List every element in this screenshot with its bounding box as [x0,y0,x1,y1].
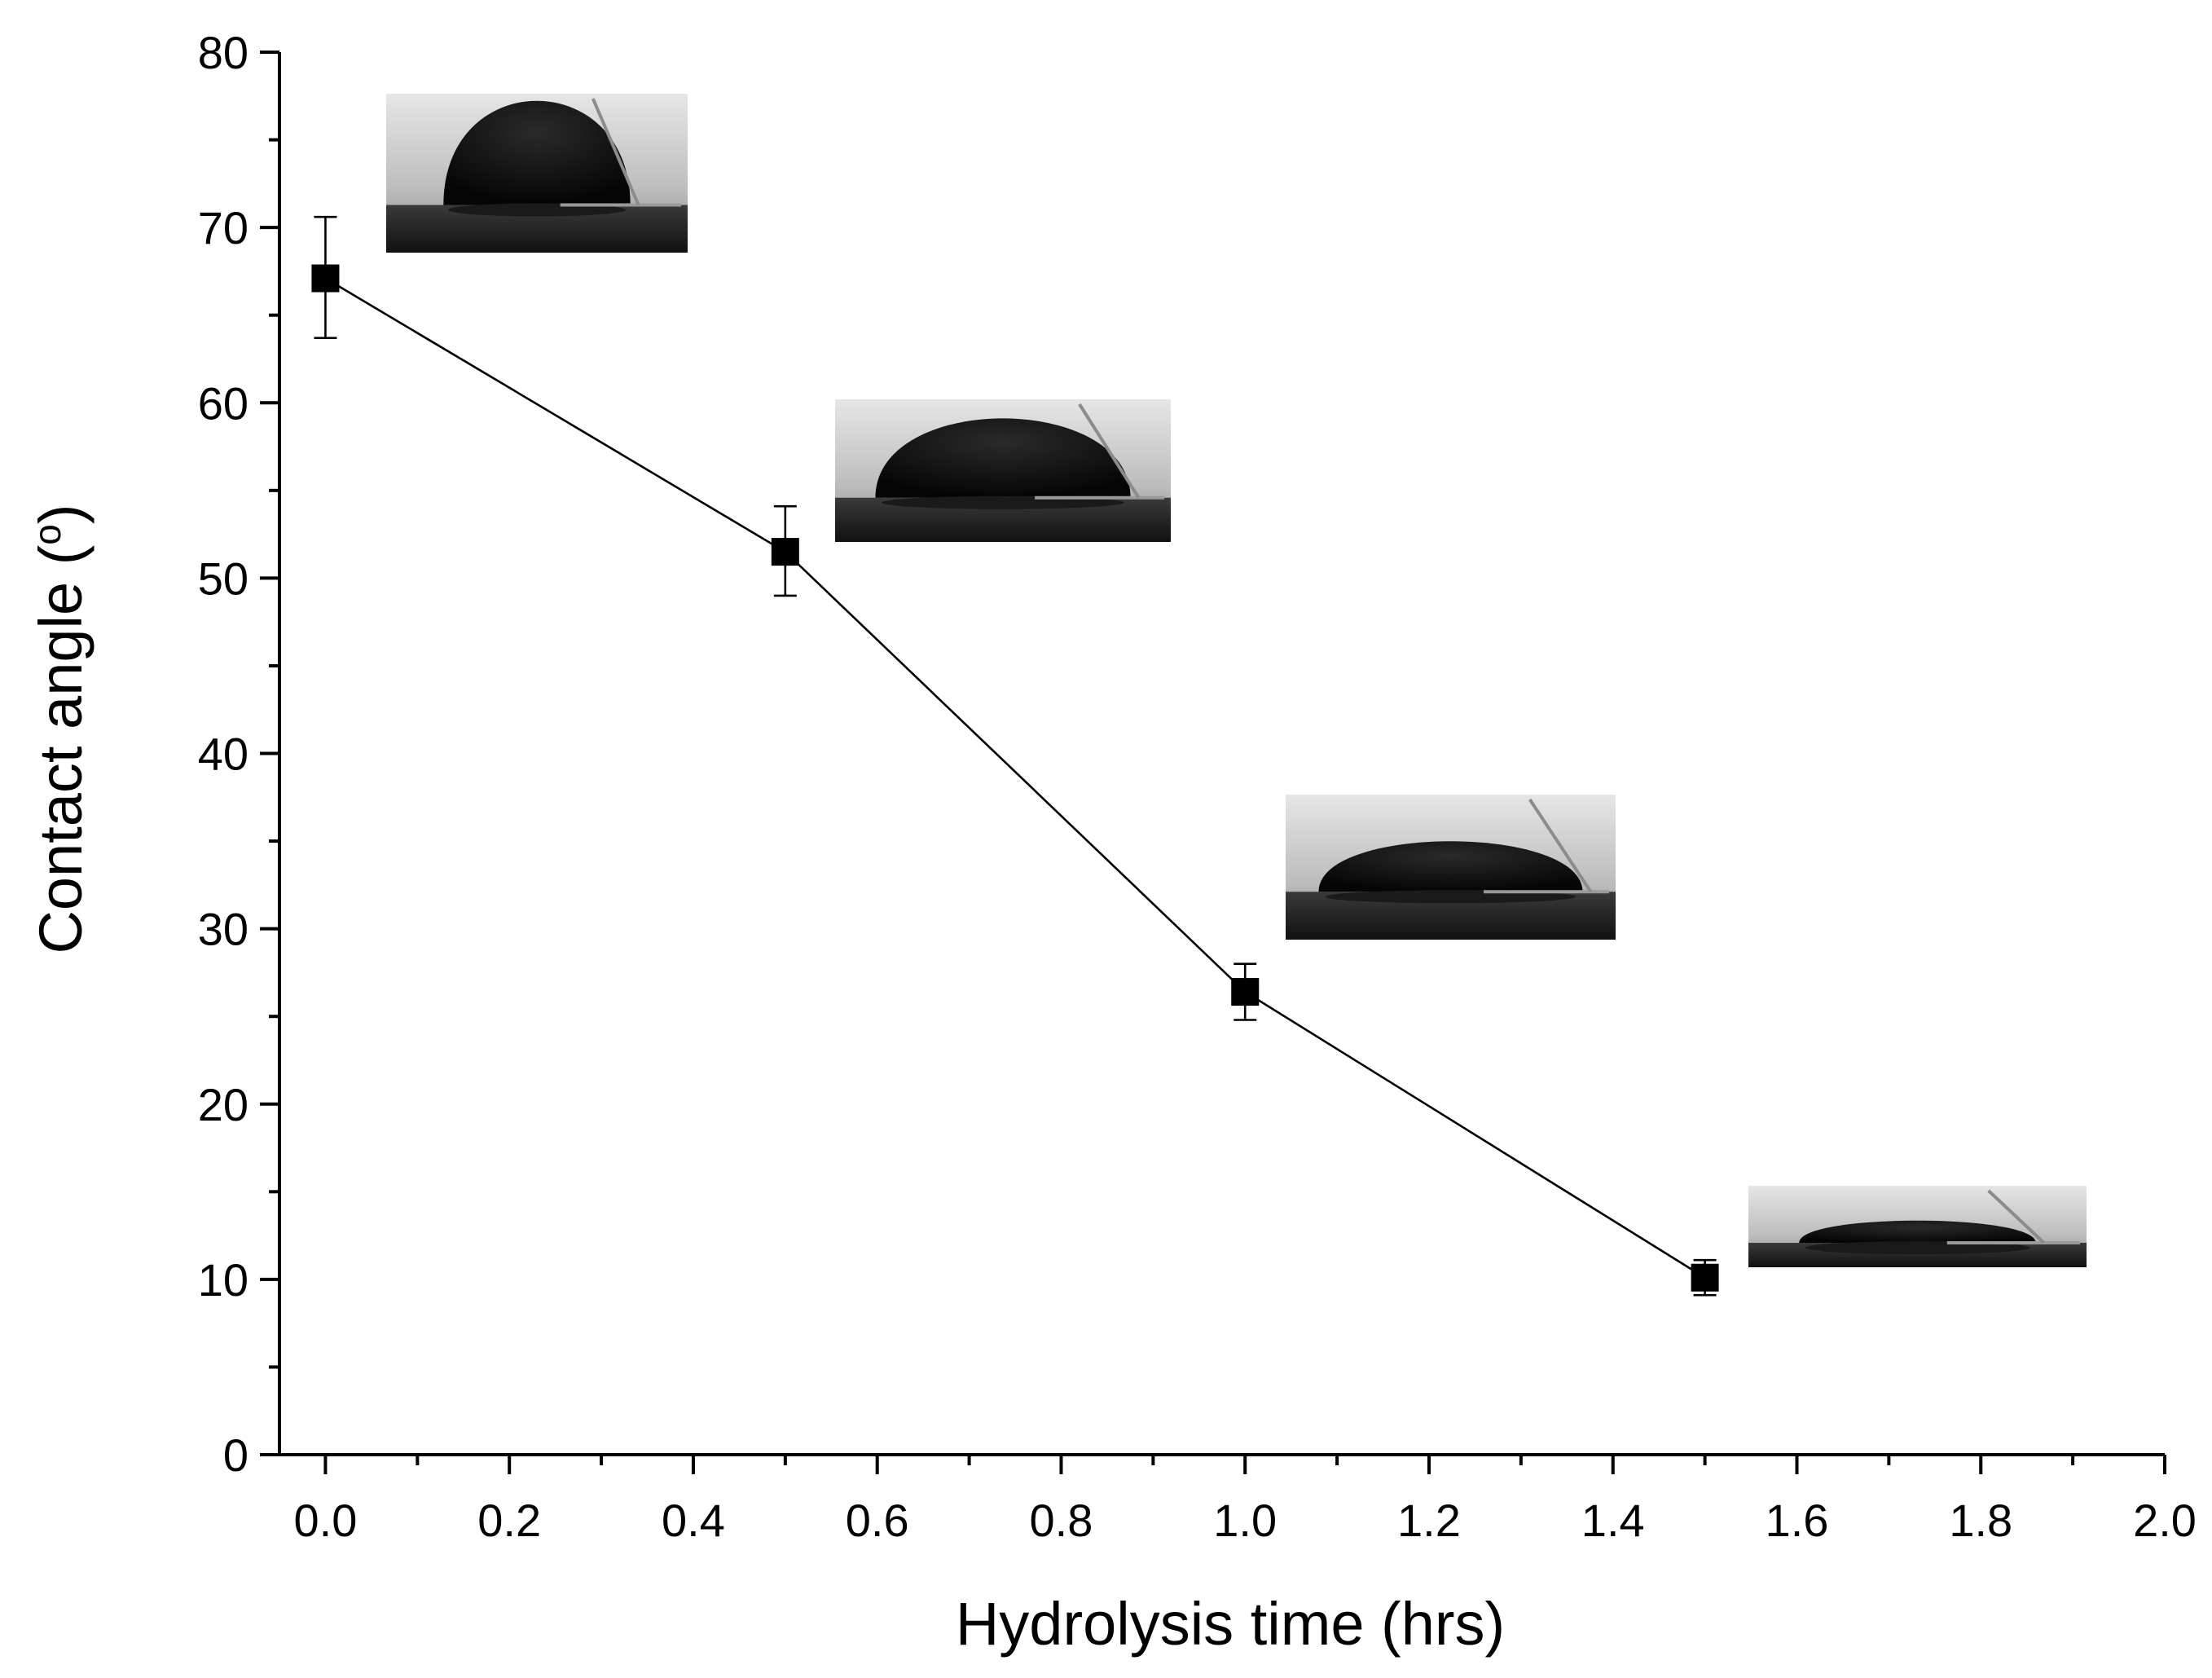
y-tick-label: 20 [198,1079,248,1130]
inset-tangent [1528,798,1593,893]
plot-area [311,215,1719,1297]
inset-tangent [1078,403,1141,499]
x-tick-label: 1.2 [1397,1495,1461,1546]
data-point-marker [771,538,799,566]
inset-droplet [1799,1220,2036,1243]
x-tick-label: 1.4 [1581,1495,1645,1546]
inset-droplet [1318,841,1583,892]
x-tick-label: 2.0 [2133,1495,2197,1546]
droplet-image-0h [386,94,688,253]
y-tick-label: 40 [198,729,248,780]
droplet-image-1h [1286,795,1616,940]
x-tick-label: 1.6 [1766,1495,1829,1546]
y-tick-label: 30 [198,904,248,955]
x-tick-label: 1.8 [1949,1495,2012,1546]
droplet-image-0.5h [835,399,1171,542]
y-axis-title-main: Contact angle ( [27,544,95,954]
y-tick-label: 0 [223,1429,248,1481]
inset-droplet [443,100,631,205]
x-tick-label: 0.8 [1030,1495,1093,1546]
axis-titles: Hydrolysis time (hrs) Contact angle (o) [26,504,1505,1658]
data-point-marker [1691,1263,1719,1292]
y-tick-label: 60 [198,377,248,429]
x-axis-title: Hydrolysis time (hrs) [956,1590,1505,1658]
inset-droplet [875,418,1131,498]
y-tick-label: 80 [198,27,248,78]
x-tick-label: 0.2 [477,1495,541,1546]
x-tick-label: 0.6 [846,1495,909,1546]
droplet-insets [386,94,2087,1267]
y-axis-title: Contact angle (o) [26,504,95,954]
y-axis-title-end: ) [27,504,95,524]
inset-tangent [1987,1189,2046,1244]
droplet-image-1.5h [1748,1186,2087,1267]
axes: 0 10 20 30 40 50 60 70 80 0.0 0.2 0.4 0.6 0.8 1.0 1.2 1.… [198,27,2197,1546]
data-point-marker [1231,978,1260,1006]
y-axis-title-sup: o [26,524,68,545]
x-tick-label: 0.0 [294,1495,358,1546]
x-tick-label: 1.0 [1213,1495,1277,1546]
y-tick-label: 70 [198,202,248,253]
y-tick-label: 50 [198,553,248,604]
x-tick-label: 0.4 [662,1495,725,1546]
y-tick-label: 10 [198,1254,248,1306]
series-line [324,277,1706,1279]
inset-tangent [591,98,640,206]
data-point-marker [311,264,340,293]
